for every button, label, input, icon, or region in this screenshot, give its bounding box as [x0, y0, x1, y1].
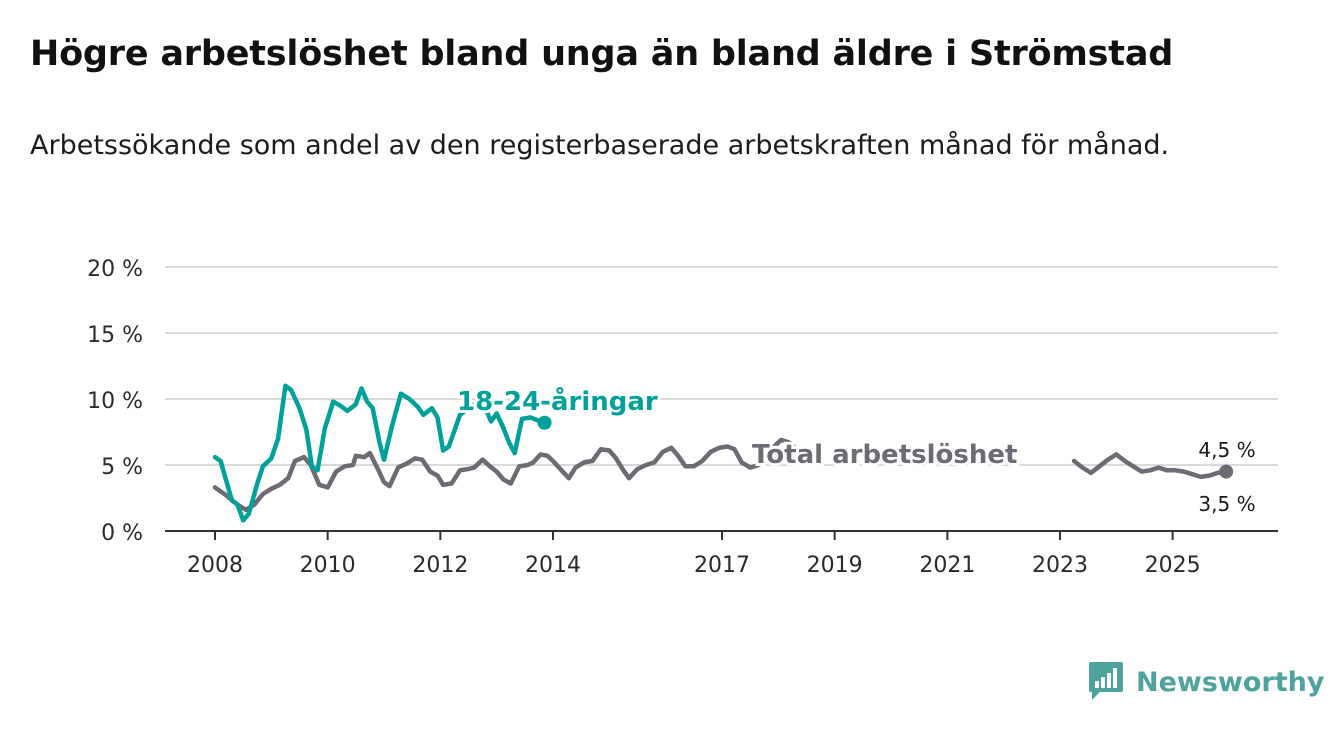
x-tick-label: 2019 [807, 553, 863, 578]
x-tick-label: 2008 [187, 553, 243, 578]
y-tick-label: 20 % [87, 257, 143, 282]
y-tick-label: 0 % [101, 521, 143, 546]
newsworthy-brand[interactable]: Newsworthy [1088, 660, 1324, 704]
end-label-youth: 3,5 % [1198, 492, 1255, 516]
newsworthy-logo-icon [1089, 662, 1123, 700]
x-tick-label: 2025 [1145, 553, 1201, 578]
series-line-total-arbetslöshet [212, 437, 809, 513]
x-tick-label: 2010 [300, 553, 356, 578]
x-axis: 2008 2010 2012 2014 2017 2019 2021 2023 2025 [165, 530, 1278, 578]
x-tick-label: 2017 [694, 553, 750, 578]
series-label-youth: 18-24-åringar [457, 385, 658, 417]
x-tick-label: 2023 [1032, 553, 1088, 578]
x-tick-label: 2021 [919, 553, 975, 578]
series-line-18-24-åringar [212, 383, 547, 523]
x-tick-label: 2014 [525, 553, 581, 578]
end-label-total: 4,5 % [1198, 438, 1255, 462]
y-tick-label: 10 % [87, 389, 143, 414]
chart-title: Högre arbetslöshet bland unga än bland ä… [30, 34, 1174, 74]
end-point-18-24-åringar [537, 415, 552, 430]
y-axis: 0 % 5 % 10 % 15 % 20 % [87, 257, 143, 546]
x-tick-label: 2012 [412, 553, 468, 578]
series-labels: 18-24-åringar Total arbetslöshet 4,5 % 3,5 … [454, 382, 1258, 519]
chart-subtitle: Arbetssökande som andel av den registerb… [30, 130, 1170, 161]
grid-lines [165, 266, 1278, 466]
y-tick-label: 15 % [87, 323, 143, 348]
series-line-total-arbetslöshet [1071, 452, 1229, 480]
series-label-total: Total arbetslöshet [752, 440, 1017, 470]
brand-name: Newsworthy [1136, 666, 1325, 698]
series-lines [212, 383, 1234, 523]
end-point-total-arbetslöshet [1219, 464, 1234, 479]
y-tick-label: 5 % [101, 455, 143, 480]
